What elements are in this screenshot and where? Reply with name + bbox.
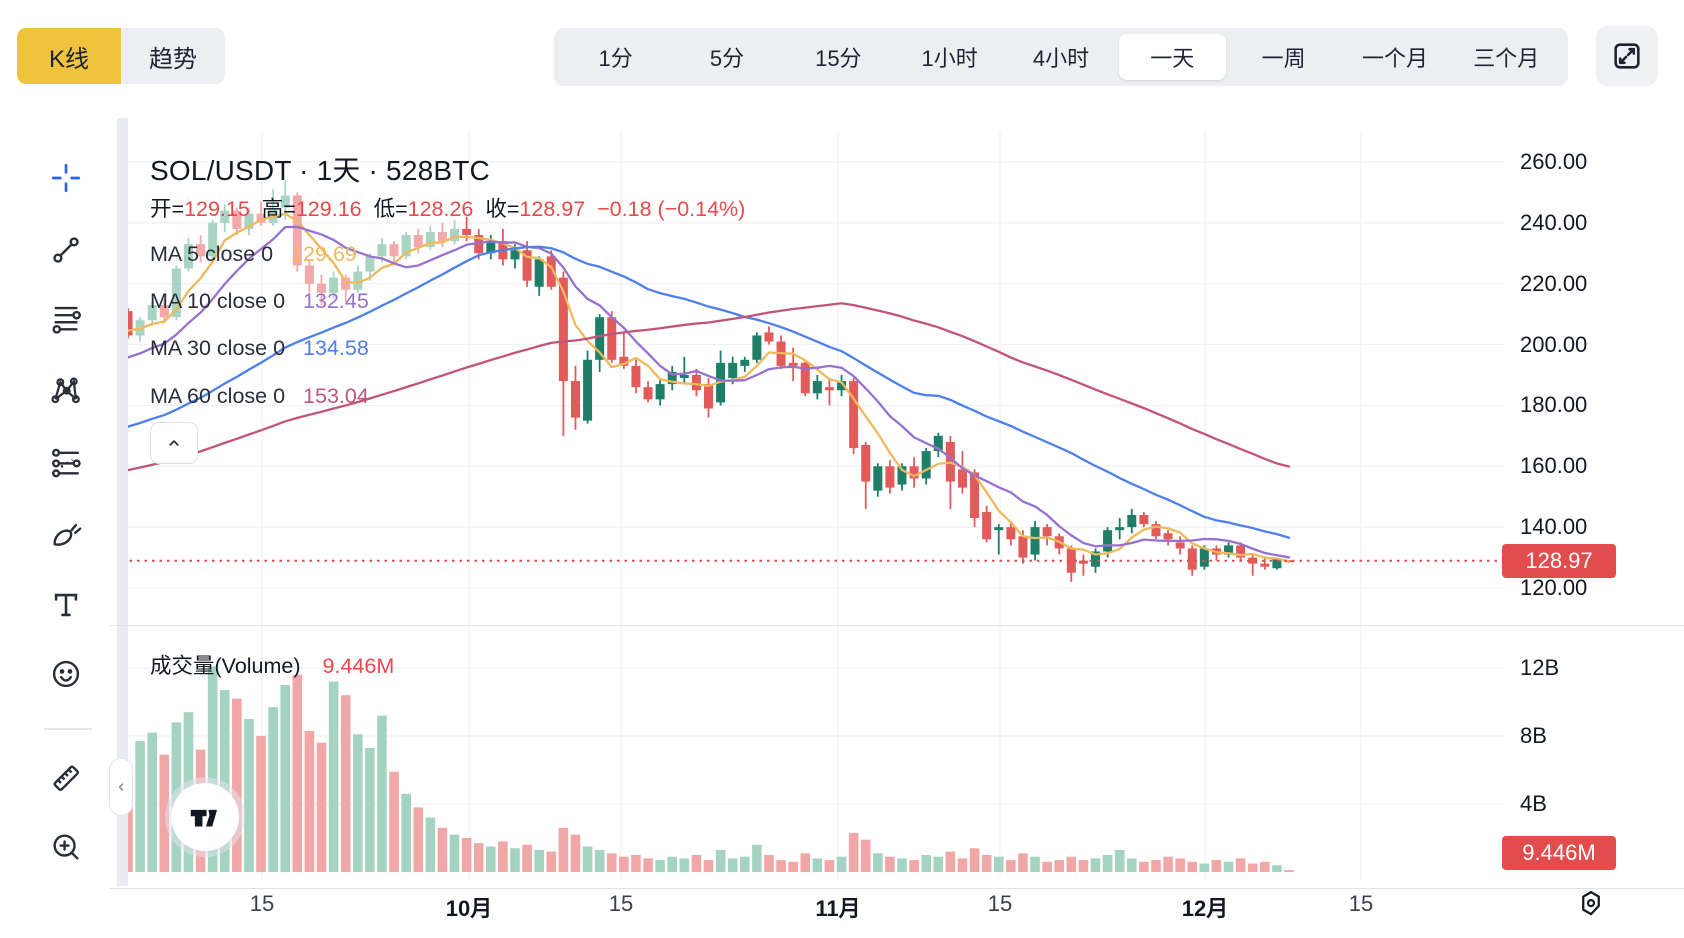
- price-tick-label: 260.00: [1520, 149, 1588, 174]
- close-label: 收=: [485, 197, 520, 221]
- ma-label: MA 5 close 0: [150, 242, 274, 266]
- low-value: 128.26: [407, 197, 474, 221]
- fib-retracement-icon: [49, 301, 83, 335]
- timeframe-bar: 1分 5分 15分 1小时 4小时 一天 一周 一个月 三个月: [554, 28, 1568, 86]
- pane-divider[interactable]: [110, 625, 1684, 626]
- price-tick-label: 160.00: [1520, 453, 1588, 479]
- chevron-up-icon: [165, 434, 183, 452]
- time-axis-label: 12月: [1181, 896, 1229, 921]
- price-tick-label: 180.00: [1520, 392, 1588, 418]
- symbol-title[interactable]: SOL/USDT · 1天 · 528BTC: [150, 155, 490, 186]
- emoji-icon: [49, 657, 83, 691]
- forecast-icon: [49, 445, 83, 479]
- tv-logo-icon: [190, 809, 218, 827]
- tool-measure-ruler-button[interactable]: [40, 752, 92, 804]
- tool-brush-button[interactable]: [40, 509, 92, 561]
- chart-type-tab-trend[interactable]: 趋势: [121, 28, 225, 84]
- crosshair-icon: [49, 161, 83, 195]
- tool-forecast-button[interactable]: [40, 436, 92, 488]
- time-axis-label: 15: [249, 891, 275, 916]
- ma-value: 132.45: [303, 289, 369, 313]
- close-value: 128.97: [519, 197, 586, 221]
- brush-icon: [49, 518, 83, 552]
- high-label: 高=: [261, 197, 296, 221]
- xabcd-pattern-icon: [49, 373, 83, 407]
- chevron-left-icon: [114, 780, 128, 794]
- time-axis-label: 15: [987, 891, 1013, 916]
- legend-collapse-button[interactable]: [150, 422, 198, 464]
- high-value: 129.16: [295, 197, 362, 221]
- ma-legend-row: MA 60 close 0 153.04: [150, 384, 369, 409]
- tool-fib-retracement-button[interactable]: [40, 292, 92, 344]
- timeframe-button-4小时[interactable]: 4小时: [1032, 46, 1090, 71]
- ma-label: MA 10 close 0: [150, 289, 286, 313]
- measure-ruler-icon: [49, 761, 83, 795]
- ohlc-readout: 开=129.15 高=129.16 低=128.26 收=128.97 −0.1…: [150, 192, 745, 223]
- price-tick-label: 140.00: [1520, 514, 1588, 540]
- price-tick-label: 220.00: [1520, 270, 1588, 296]
- tool-xabcd-pattern-button[interactable]: [40, 364, 92, 416]
- last-volume-badge: 9.446M: [1502, 836, 1616, 870]
- price-tick-label: 120.00: [1520, 575, 1588, 600]
- volume-title: 成交量(Volume): [150, 654, 301, 678]
- tool-zoom-in-button[interactable]: [40, 821, 92, 873]
- last-price-badge: 128.97: [1502, 544, 1616, 578]
- timeframe-button-一周[interactable]: 一周: [1261, 46, 1306, 71]
- fullscreen-expand-icon: [1610, 39, 1644, 73]
- zoom-in-icon: [49, 830, 83, 864]
- open-value: 129.15: [184, 197, 250, 221]
- ma-legend-row: MA 5 close 0 129.69: [150, 242, 357, 267]
- ma-label: MA 30 close 0: [150, 336, 286, 360]
- volume-tick-label: 8B: [1520, 723, 1547, 748]
- time-axis-label: 15: [1348, 891, 1374, 916]
- tradingview-logo[interactable]: [171, 783, 239, 851]
- change-value: −0.18 (−0.14%): [597, 197, 746, 221]
- tool-trend-line-button[interactable]: [40, 224, 92, 276]
- volume-tick-label: 12B: [1520, 655, 1560, 680]
- time-axis-divider: [110, 888, 1684, 889]
- volume-tick-label: 4B: [1520, 791, 1547, 816]
- timeframe-button-15分[interactable]: 15分: [815, 46, 862, 71]
- chart-type-switcher: K线 趋势: [17, 28, 225, 84]
- time-axis-label: 10月: [445, 896, 493, 921]
- price-tick-label: 240.00: [1520, 209, 1588, 235]
- time-axis-label: 15: [608, 891, 634, 916]
- ma-legend-row: MA 30 close 0 134.58: [150, 336, 369, 361]
- axis-settings-button[interactable]: [1572, 886, 1610, 924]
- volume-legend: 成交量(Volume) 9.446M: [150, 649, 394, 680]
- timeframe-button-一天[interactable]: 一天: [1118, 34, 1226, 80]
- volume-value: 9.446M: [322, 654, 395, 678]
- timeframe-button-一个月[interactable]: 一个月: [1361, 46, 1428, 71]
- price-tick-label: 200.00: [1520, 331, 1588, 357]
- timeframe-button-三个月[interactable]: 三个月: [1473, 46, 1540, 71]
- ma-label: MA 60 close 0: [150, 384, 286, 408]
- time-axis-label: 11月: [815, 896, 861, 921]
- timeframe-button-1分[interactable]: 1分: [598, 46, 633, 71]
- low-label: 低=: [373, 197, 408, 221]
- trend-line-icon: [49, 233, 83, 267]
- settings-badge-icon: [1576, 890, 1606, 920]
- ma-legend-row: MA 10 close 0 132.45: [150, 289, 369, 314]
- toolbar-divider: [44, 728, 92, 730]
- chart-type-tab-kline[interactable]: K线: [17, 28, 121, 84]
- tool-emoji-button[interactable]: [40, 648, 92, 700]
- tool-text-button[interactable]: [40, 579, 92, 631]
- text-icon: [49, 588, 83, 622]
- ma-value: 153.04: [303, 384, 369, 408]
- sidebar-collapse-handle[interactable]: [109, 758, 133, 816]
- fullscreen-button[interactable]: [1596, 26, 1658, 86]
- timeframe-button-1小时[interactable]: 1小时: [921, 46, 978, 71]
- pane-left-gutter: [117, 118, 128, 886]
- open-label: 开=: [150, 197, 185, 221]
- timeframe-button-5分[interactable]: 5分: [709, 46, 745, 71]
- tool-crosshair-button[interactable]: [40, 152, 92, 204]
- ma-value: 134.58: [303, 336, 369, 360]
- ma-value: 129.69: [291, 242, 357, 266]
